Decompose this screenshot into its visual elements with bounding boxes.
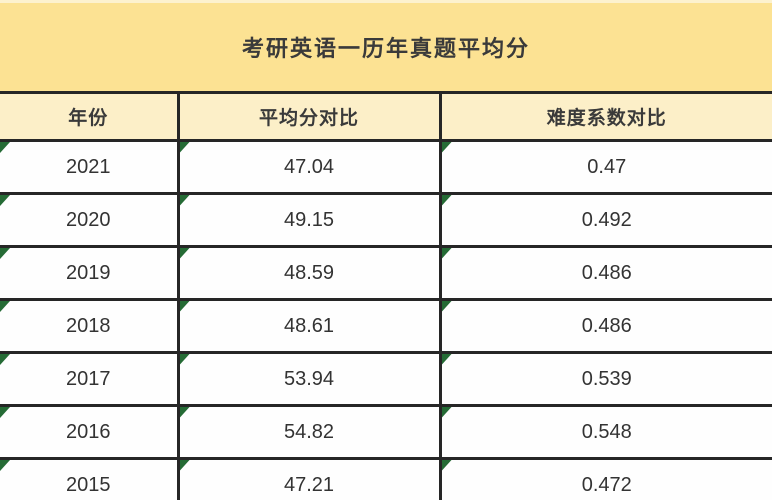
table-cell-year[interactable]: 2018 bbox=[0, 298, 180, 354]
cell-value: 47.04 bbox=[283, 155, 335, 178]
cell-value: 53.94 bbox=[283, 367, 335, 390]
cell-corner-triangle-icon bbox=[441, 354, 452, 365]
table-row: 2019 48.59 0.486 bbox=[0, 245, 772, 301]
table-row: 2017 53.94 0.539 bbox=[0, 351, 772, 407]
table-cell-average[interactable]: 53.94 bbox=[176, 351, 442, 407]
table-title: 考研英语一历年真题平均分 bbox=[241, 36, 530, 61]
table-cell-year[interactable]: 2017 bbox=[0, 351, 180, 407]
table-cell-difficulty[interactable]: 0.539 bbox=[438, 351, 772, 407]
table-row: 2015 47.21 0.472 bbox=[0, 457, 772, 500]
table-cell-year[interactable]: 2015 bbox=[0, 457, 180, 500]
cell-corner-triangle-icon bbox=[441, 407, 452, 418]
cell-value: 0.548 bbox=[581, 420, 632, 443]
table-cell-year[interactable]: 2016 bbox=[0, 404, 180, 460]
cell-value: 2018 bbox=[66, 314, 111, 337]
cell-corner-triangle-icon bbox=[179, 195, 190, 206]
cell-value: 2021 bbox=[66, 155, 111, 178]
table-row: 2016 54.82 0.548 bbox=[0, 404, 772, 460]
table-cell-difficulty[interactable]: 0.548 bbox=[438, 404, 772, 460]
table-row: 2021 47.04 0.47 bbox=[0, 139, 772, 195]
cell-value: 48.61 bbox=[283, 314, 335, 337]
cell-corner-triangle-icon bbox=[179, 301, 190, 312]
table-cell-average[interactable]: 47.04 bbox=[176, 139, 442, 195]
cell-value: 0.486 bbox=[581, 314, 632, 337]
cell-corner-triangle-icon bbox=[179, 354, 190, 365]
cell-corner-triangle-icon bbox=[0, 142, 10, 153]
cell-value: 2016 bbox=[66, 420, 111, 443]
cell-corner-triangle-icon bbox=[0, 248, 10, 259]
cell-value: 2020 bbox=[66, 208, 111, 231]
table-cell-average[interactable]: 48.59 bbox=[176, 245, 442, 301]
cell-value: 47.21 bbox=[283, 473, 335, 496]
cell-corner-triangle-icon bbox=[0, 195, 10, 206]
cell-value: 0.539 bbox=[581, 367, 632, 390]
table-cell-difficulty[interactable]: 0.472 bbox=[438, 457, 772, 500]
column-header-difficulty-coefficient[interactable]: 难度系数对比 bbox=[438, 94, 772, 142]
cell-value: 2015 bbox=[66, 473, 111, 496]
cell-corner-triangle-icon bbox=[441, 248, 452, 259]
cell-corner-triangle-icon bbox=[179, 460, 190, 471]
column-header-average-score[interactable]: 平均分对比 bbox=[176, 94, 442, 142]
cell-corner-triangle-icon bbox=[179, 248, 190, 259]
cell-corner-triangle-icon bbox=[179, 407, 190, 418]
table-cell-difficulty[interactable]: 0.492 bbox=[438, 192, 772, 248]
cell-corner-triangle-icon bbox=[179, 142, 190, 153]
cell-value: 48.59 bbox=[283, 261, 335, 284]
cell-value: 0.472 bbox=[581, 473, 632, 496]
cell-corner-triangle-icon bbox=[441, 301, 452, 312]
table-cell-year[interactable]: 2020 bbox=[0, 192, 180, 248]
table-title-bar: 考研英语一历年真题平均分 bbox=[0, 0, 772, 94]
cell-corner-triangle-icon bbox=[441, 142, 452, 153]
cell-value: 2017 bbox=[66, 367, 111, 390]
table-cell-difficulty[interactable]: 0.47 bbox=[438, 139, 772, 195]
column-header-year[interactable]: 年份 bbox=[0, 94, 180, 142]
cell-corner-triangle-icon bbox=[0, 354, 10, 365]
cell-value: 0.492 bbox=[581, 208, 632, 231]
cell-corner-triangle-icon bbox=[441, 195, 452, 206]
table-cell-year[interactable]: 2019 bbox=[0, 245, 180, 301]
table-cell-year[interactable]: 2021 bbox=[0, 139, 180, 195]
table-cell-difficulty[interactable]: 0.486 bbox=[438, 245, 772, 301]
cell-value: 0.486 bbox=[581, 261, 632, 284]
table-row: 2018 48.61 0.486 bbox=[0, 298, 772, 354]
cell-corner-triangle-icon bbox=[0, 301, 10, 312]
table-cell-average[interactable]: 47.21 bbox=[176, 457, 442, 500]
table-cell-average[interactable]: 54.82 bbox=[176, 404, 442, 460]
table-cell-average[interactable]: 49.15 bbox=[176, 192, 442, 248]
cell-value: 2019 bbox=[66, 261, 111, 284]
header-row: 年份 平均分对比 难度系数对比 bbox=[0, 94, 772, 142]
table-cell-difficulty[interactable]: 0.486 bbox=[438, 298, 772, 354]
data-table: 年份 平均分对比 难度系数对比 2021 47.04 0.47 2020 49.… bbox=[0, 94, 772, 500]
cell-corner-triangle-icon bbox=[0, 407, 10, 418]
table-cell-average[interactable]: 48.61 bbox=[176, 298, 442, 354]
cell-value: 49.15 bbox=[283, 208, 335, 231]
cell-corner-triangle-icon bbox=[441, 460, 452, 471]
table-row: 2020 49.15 0.492 bbox=[0, 192, 772, 248]
cell-value: 54.82 bbox=[283, 420, 335, 443]
cell-corner-triangle-icon bbox=[0, 460, 10, 471]
cell-value: 0.47 bbox=[587, 155, 627, 178]
